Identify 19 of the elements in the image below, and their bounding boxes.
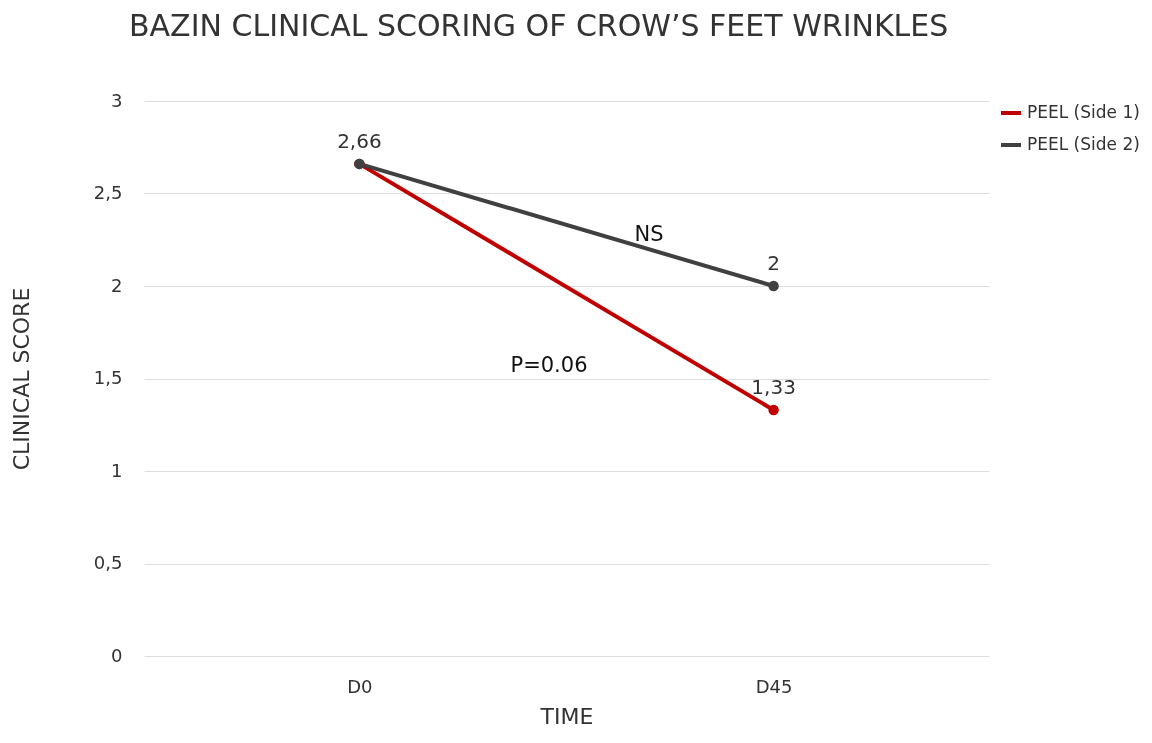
annotation: P=0.06 — [510, 353, 588, 377]
y-tick-label: 2,5 — [93, 182, 123, 203]
y-tick-label: 0,5 — [93, 552, 123, 573]
data-label: 2,66 — [337, 128, 382, 153]
data-label: 2 — [767, 251, 780, 275]
x-tick-label: D0 — [347, 675, 373, 697]
chart-title: BAZIN CLINICAL SCORING OF CROW’S FEET WRINKLES — [129, 8, 949, 43]
y-tick-label: 1,5 — [93, 367, 123, 388]
y-tick-label: 1 — [111, 459, 123, 481]
y-axis-title: CLINICAL SCORE — [8, 287, 34, 471]
x-axis-title: TIME — [539, 703, 594, 729]
y-tick-label: 3 — [111, 89, 123, 111]
x-tick-label: D45 — [755, 675, 793, 697]
y-tick-label: 2 — [111, 274, 123, 296]
annotation: NS — [634, 222, 664, 246]
legend-label: PEEL (Side 1) — [1027, 102, 1140, 122]
y-tick-label: 0 — [111, 644, 123, 666]
legend-label: PEEL (Side 2) — [1027, 134, 1140, 154]
data-label: 1,33 — [751, 374, 796, 399]
